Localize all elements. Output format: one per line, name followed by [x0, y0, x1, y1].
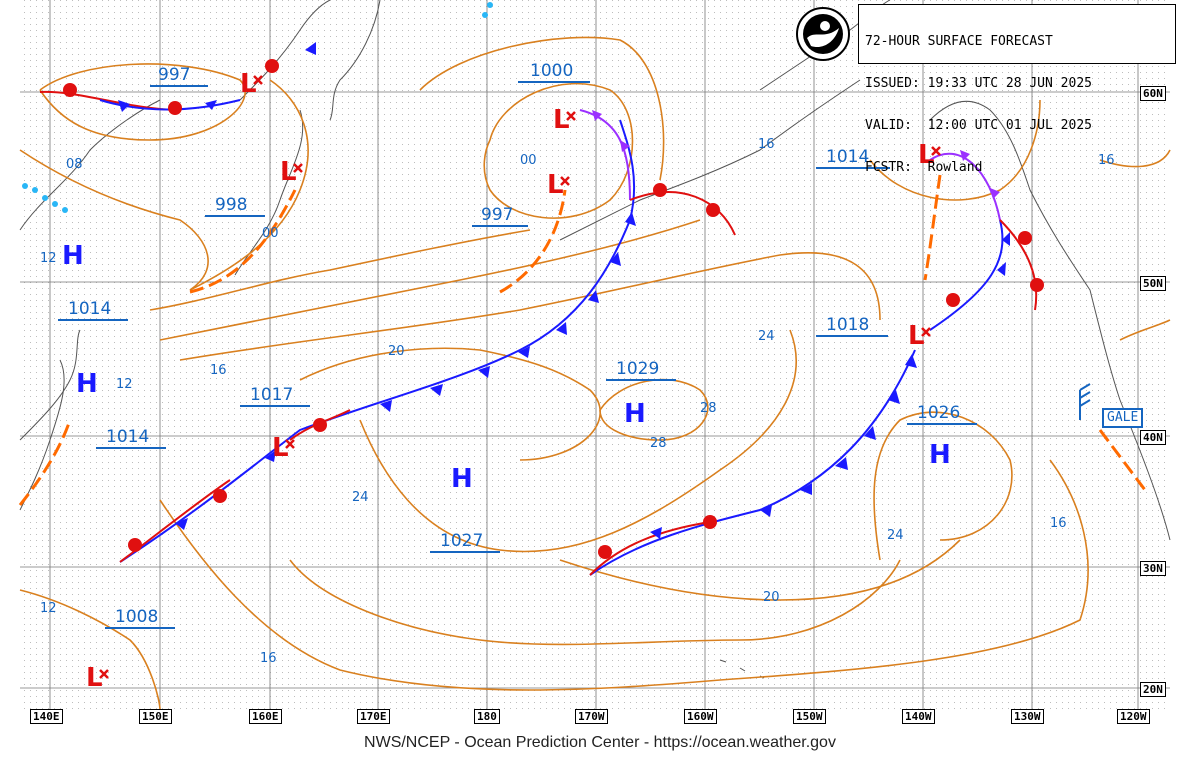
isobar-value: 24: [352, 490, 369, 505]
warm-front-east: [589, 521, 711, 576]
isobar-value: 24: [887, 528, 904, 543]
trough-5: [1098, 429, 1147, 491]
center-value: 1026: [917, 403, 960, 423]
trough-1: [189, 189, 297, 294]
center-value: 997: [481, 205, 513, 225]
lat-lon-grid: [20, 0, 1170, 710]
occluded-gulf: [929, 152, 1001, 221]
low-center: L: [918, 140, 935, 170]
isobar-value: 12: [40, 251, 57, 266]
trough-2: [499, 189, 567, 294]
high-center: H: [62, 241, 84, 271]
center-value: 1018: [826, 315, 869, 335]
low-center: L: [547, 170, 564, 200]
fronts: [18, 90, 1147, 576]
lon-label: 150W: [793, 709, 826, 724]
isobar-value: 00: [262, 226, 279, 241]
noaa-logo: [796, 7, 850, 61]
lon-label: 120W: [1117, 709, 1150, 724]
isobar-value: 16: [758, 137, 775, 152]
high-center: H: [624, 399, 646, 429]
center-value: 1008: [115, 607, 158, 627]
lon-label: 140W: [902, 709, 935, 724]
trough-3: [923, 174, 942, 281]
lon-label: 150E: [139, 709, 172, 724]
low-center: L: [280, 157, 297, 187]
isobar-value: 24: [758, 329, 775, 344]
lon-label: 140E: [30, 709, 63, 724]
center-value: 1014: [106, 427, 149, 447]
low-center: L: [272, 433, 289, 463]
lat-label: 40N: [1140, 430, 1166, 445]
center-value: 1029: [616, 359, 659, 379]
isobar-value: 16: [210, 363, 227, 378]
forecast-title: 72-HOUR SURFACE FORECAST: [865, 34, 1053, 49]
low-centers: L L L L L L L L: [86, 69, 935, 693]
low-center: L: [553, 105, 570, 135]
trough-4: [18, 419, 72, 506]
pressure-center-labels: 997 1000 1014 998 997 1014 1018 1017 102…: [58, 61, 977, 629]
isobar-value: 12: [40, 601, 57, 616]
isobar-value: 00: [520, 153, 537, 168]
warm-front-coast: [999, 219, 1038, 311]
cold-front-east: [589, 349, 916, 576]
lon-label: 170W: [575, 709, 608, 724]
gale-warning-label: GALE: [1102, 408, 1144, 428]
high-center: H: [451, 464, 473, 494]
cold-front-coast: [929, 219, 1004, 331]
center-value: 1014: [68, 299, 111, 319]
lon-label: 160E: [249, 709, 282, 724]
isobar-value: 20: [388, 344, 405, 359]
low-center: L: [240, 69, 257, 99]
center-value: 1017: [250, 385, 293, 405]
low-center: L: [86, 663, 103, 693]
isobar-value: 12: [116, 377, 133, 392]
low-center-x-marks: [99, 75, 941, 679]
footer-credit: NWS/NCEP - Ocean Prediction Center - htt…: [364, 734, 836, 751]
isobar-value: 08: [66, 157, 83, 172]
isobar-labels: 08 00 12 00 16 16 12 16 20 24 28 28 24 2…: [40, 137, 1115, 666]
lat-label: 50N: [1140, 276, 1166, 291]
isobars: [19, 36, 1171, 711]
lat-label: 60N: [1140, 86, 1166, 101]
lon-label: 130W: [1011, 709, 1044, 724]
lat-label: 20N: [1140, 682, 1166, 697]
center-value: 997: [158, 65, 190, 85]
center-value: 1027: [440, 531, 483, 551]
valid-time: VALID: 12:00 UTC 01 JUL 2025: [865, 118, 1092, 133]
isobar-value: 16: [1098, 153, 1115, 168]
forecast-header: 72-HOUR SURFACE FORECAST ISSUED: 19:33 U…: [858, 4, 1176, 175]
high-center: H: [929, 440, 951, 470]
forecaster: FCSTR: Rowland: [865, 160, 983, 175]
isobar-value: 16: [260, 651, 277, 666]
center-value: 1000: [530, 61, 573, 81]
high-center: H: [76, 369, 98, 399]
lat-label: 30N: [1140, 561, 1166, 576]
center-value: 998: [215, 195, 247, 215]
isobar-value: 20: [763, 590, 780, 605]
lon-label: 180: [474, 709, 500, 724]
high-centers: H H H H H: [62, 241, 951, 494]
warm-front-aleutian: [629, 191, 736, 236]
lon-label: 170E: [357, 709, 390, 724]
isobar-value: 28: [700, 401, 717, 416]
issued-time: ISSUED: 19:33 UTC 28 JUN 2025: [865, 76, 1092, 91]
front-symbols: [22, 2, 1091, 559]
isobar-value: 28: [650, 436, 667, 451]
isobar-value: 16: [1050, 516, 1067, 531]
lon-label: 160W: [684, 709, 717, 724]
warm-front-main: [119, 479, 231, 563]
center-value: 1014: [826, 147, 869, 167]
low-center: L: [908, 321, 925, 351]
cold-front-main: [119, 119, 636, 563]
